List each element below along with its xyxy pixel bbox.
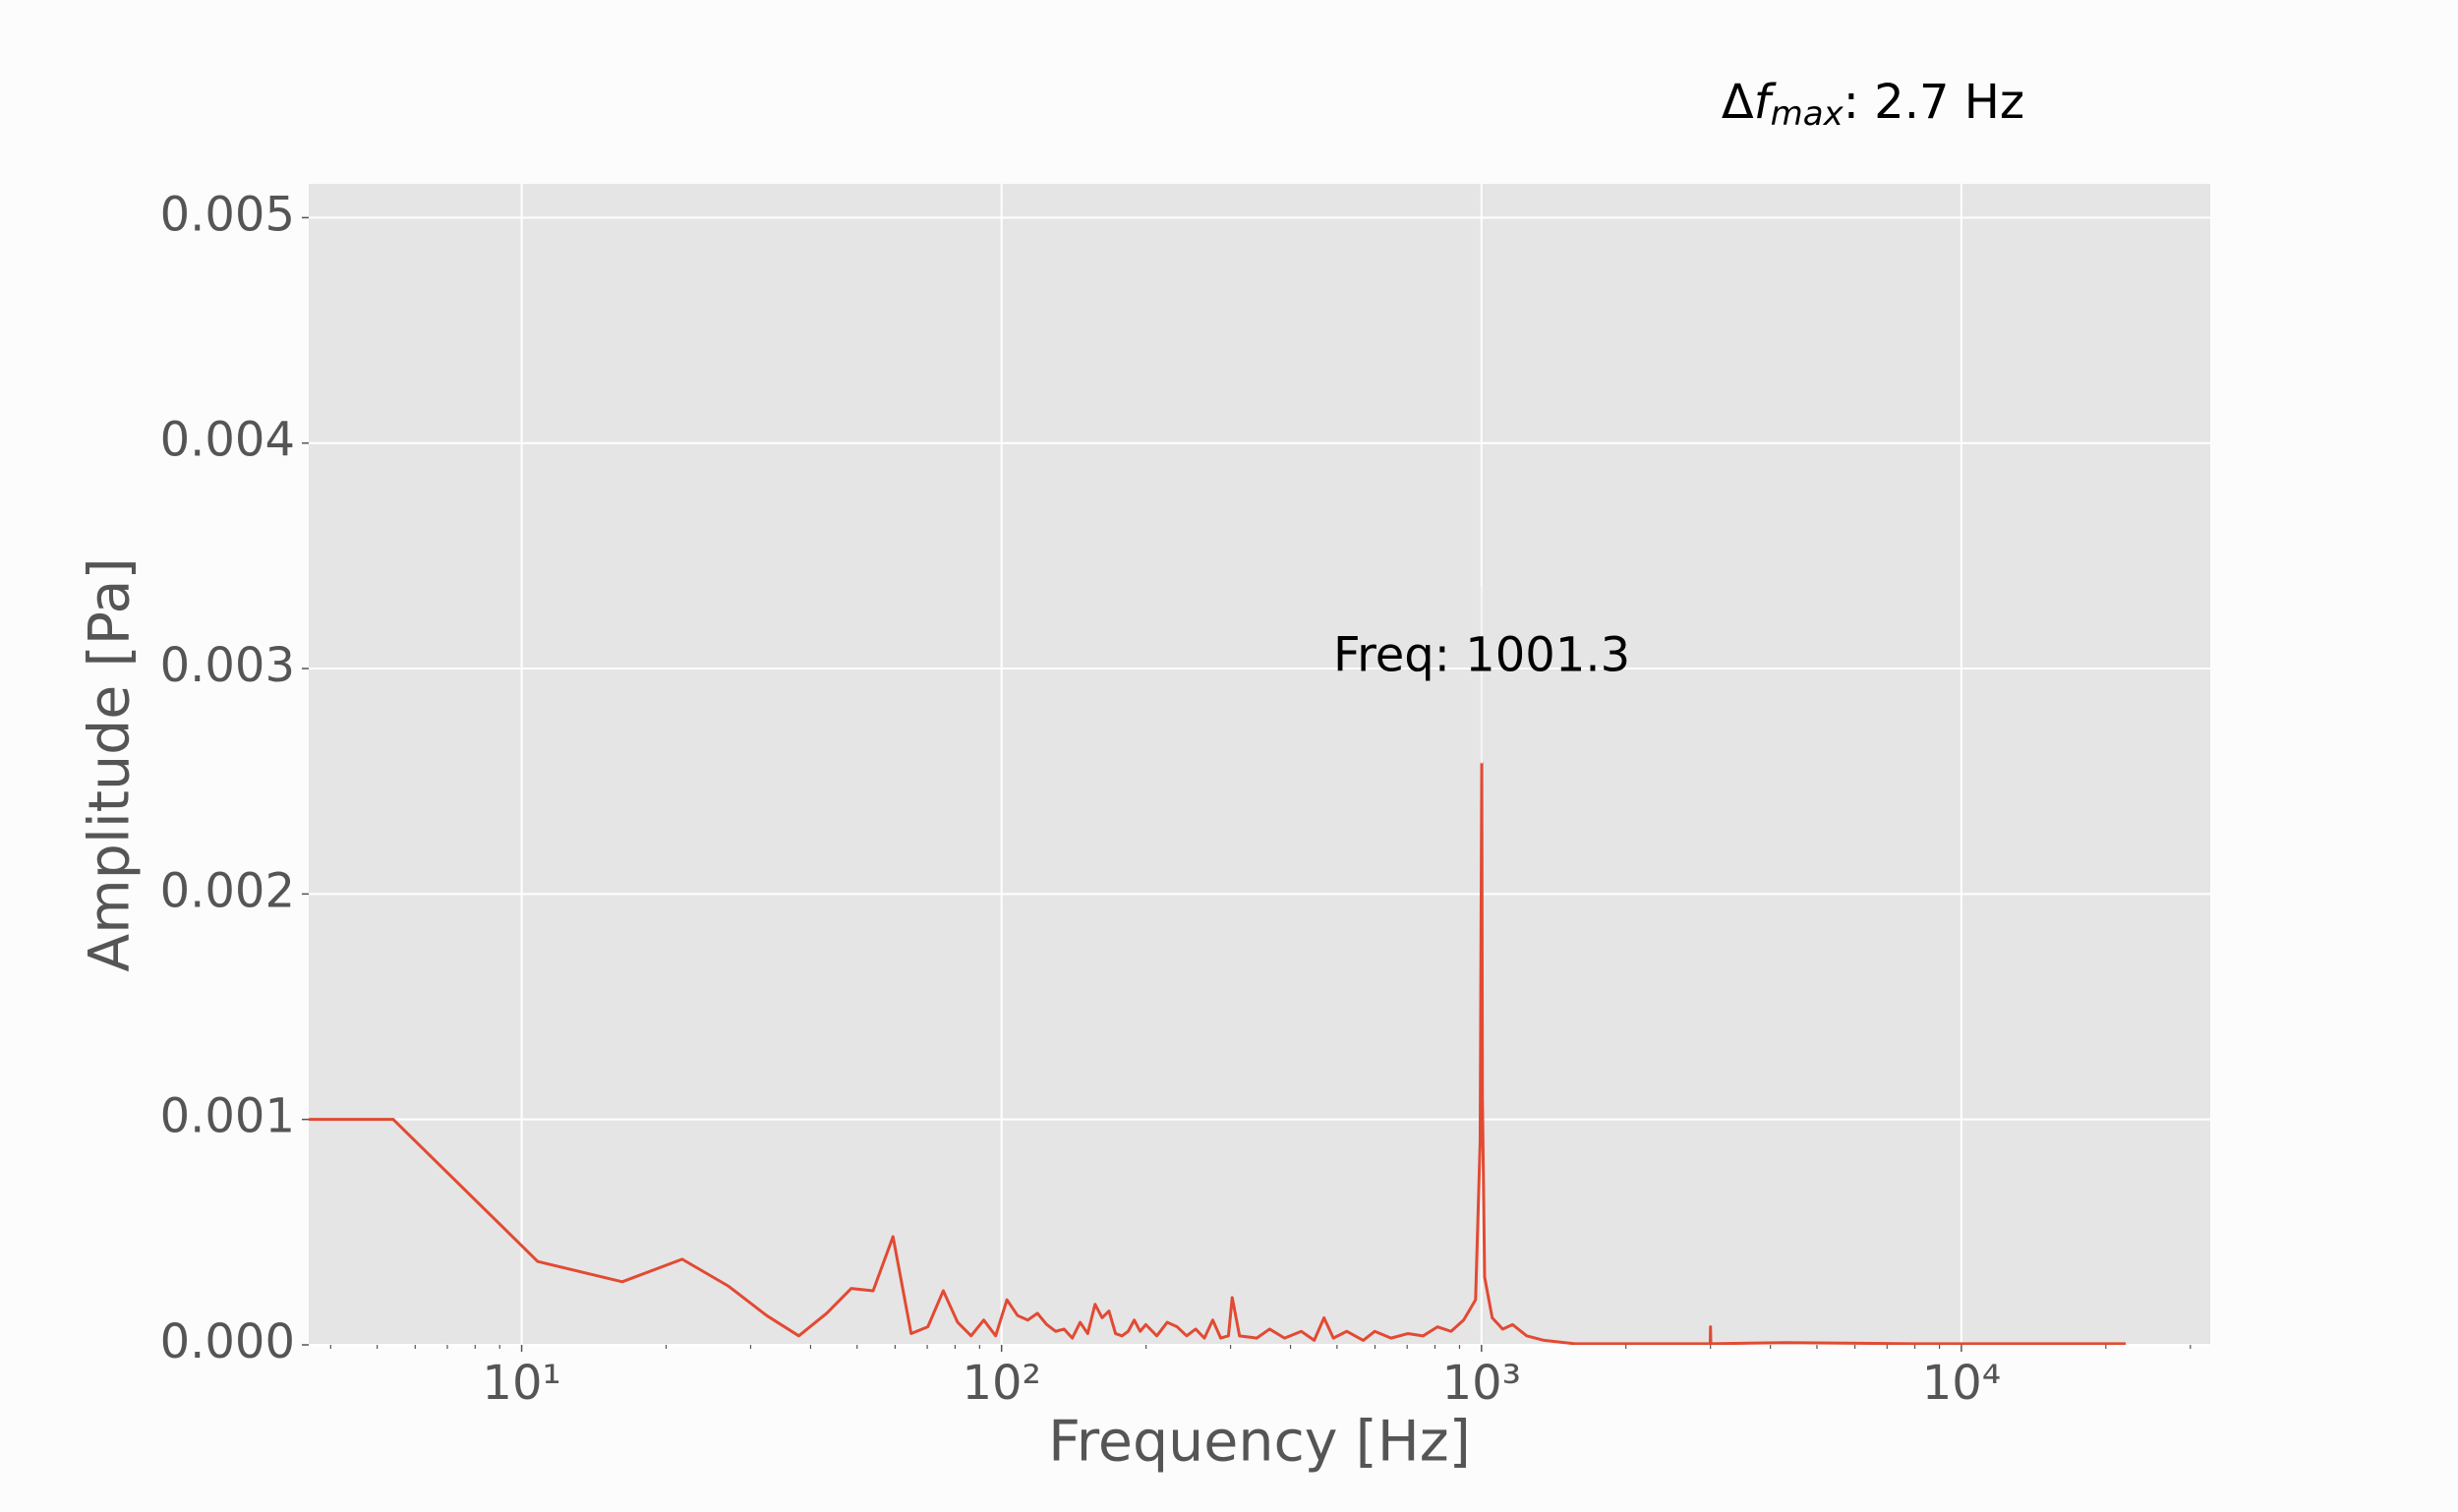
x-axis-label: Frequency [Hz] bbox=[1048, 1410, 1471, 1475]
plot-area bbox=[309, 184, 2210, 1345]
y-axis-label: Amplitude [Pa] bbox=[78, 557, 143, 971]
x-tick-label: 10³ bbox=[1442, 1356, 1521, 1411]
y-tick-label: 0.001 bbox=[160, 1089, 295, 1144]
header: Δfmax: 2.7 Hz bbox=[1722, 75, 2024, 134]
x-tick-label: 10¹ bbox=[482, 1356, 560, 1411]
y-tick-label: 0.003 bbox=[160, 638, 295, 693]
y-tick-label: 0.004 bbox=[160, 413, 295, 468]
y-tick-label: 0.000 bbox=[160, 1314, 295, 1369]
header-subscript: max bbox=[1771, 94, 1844, 134]
header-suffix: : 2.7 Hz bbox=[1844, 75, 2024, 130]
y-tick-label: 0.002 bbox=[160, 863, 295, 918]
y-tick-label: 0.005 bbox=[160, 187, 295, 242]
x-tick-label: 10² bbox=[963, 1356, 1041, 1411]
header-prefix: Δ bbox=[1722, 75, 1754, 130]
x-tick-label: 10⁴ bbox=[1922, 1356, 2001, 1411]
annotation: Freq: 1001.3 bbox=[1333, 627, 1630, 682]
line-series bbox=[309, 761, 2127, 1345]
